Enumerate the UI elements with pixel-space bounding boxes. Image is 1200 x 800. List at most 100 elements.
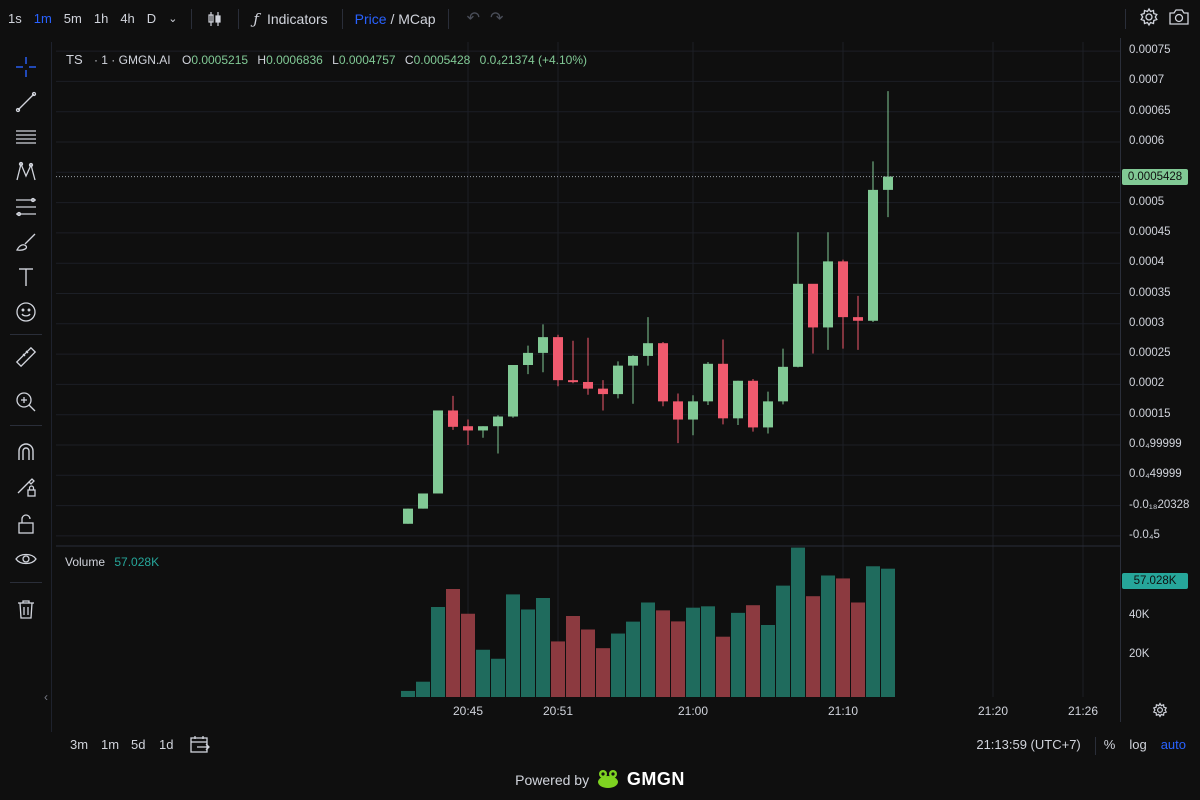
clock-timezone[interactable]: 21:13:59 (UTC+7) (976, 737, 1081, 752)
magnet-icon[interactable] (10, 437, 42, 467)
volume-label: Volume (65, 555, 106, 569)
emoji-icon[interactable] (10, 297, 42, 327)
tools-divider (10, 425, 42, 426)
volume-bar (656, 610, 670, 697)
price-tick: -0.0₄5 (1129, 528, 1160, 541)
ruler-icon[interactable] (10, 342, 42, 372)
candle-body (823, 261, 833, 328)
candlestick-chart[interactable] (56, 42, 1120, 722)
high-value: 0.0006836 (266, 53, 323, 67)
timeframe-dropdown-chevron-icon[interactable]: ⌄ (168, 13, 178, 25)
candle-body (703, 363, 713, 402)
range-1d[interactable]: 1d (159, 737, 174, 752)
price-mcap-separator: / (390, 11, 395, 27)
volume-bar (761, 625, 775, 697)
trash-icon[interactable] (10, 594, 42, 624)
time-tick: 21:26 (1067, 704, 1099, 718)
range-1m[interactable]: 1m (101, 737, 120, 752)
drawing-toolbar: ‹ (0, 42, 52, 732)
timeframe-4h[interactable]: 4h (120, 11, 135, 26)
settings-gear-icon[interactable] (1134, 7, 1164, 32)
candle-body (598, 388, 608, 395)
candle-body (478, 426, 488, 431)
candle-body (868, 189, 878, 321)
price-tick: 0.0005 (1129, 195, 1165, 208)
percent-scale-toggle[interactable]: % (1103, 737, 1116, 752)
calendar-icon[interactable] (188, 734, 212, 759)
candle-body (838, 261, 848, 318)
open-label: O (181, 53, 192, 67)
eye-icon[interactable] (10, 544, 42, 574)
price-mcap-toggle[interactable]: Price / MCap (351, 0, 440, 38)
volume-bar (521, 609, 535, 697)
chart-area[interactable]: TS · 1 · GMGN.AI O0.0005215 H0.0006836 L… (56, 42, 1120, 722)
change-value: 0.0₄21374 (+4.10%) (479, 53, 587, 67)
candle-body (883, 176, 893, 190)
close-value: 0.0005428 (413, 53, 471, 67)
toolbar-divider (1125, 9, 1126, 29)
volume-bar (701, 606, 715, 697)
timeframe-5m[interactable]: 5m (63, 11, 82, 26)
candle-body (403, 508, 413, 524)
low-value: 0.0004757 (338, 53, 396, 67)
toolbar-divider (447, 9, 449, 29)
frog-logo-icon (597, 770, 618, 788)
collapse-chevron-icon[interactable]: ‹ (44, 690, 48, 704)
price-tick: -0.0₁₈20328 (1129, 498, 1190, 511)
text-tool-icon[interactable] (10, 262, 42, 292)
fib-retracement-icon[interactable] (10, 192, 42, 222)
price-tick: 0.00015 (1129, 407, 1171, 420)
zoom-in-icon[interactable] (10, 387, 42, 417)
candles-icon (208, 12, 222, 26)
price-tick: 0.00025 (1129, 347, 1171, 360)
timeframe-d[interactable]: D (146, 11, 157, 26)
powered-by-label: Powered by (515, 772, 590, 788)
chart-type-button[interactable] (200, 10, 230, 28)
brush-icon[interactable] (10, 227, 42, 257)
ohlc-legend: TS · 1 · GMGN.AI O0.0005215 H0.0006836 L… (66, 52, 593, 67)
price-scale[interactable]: 0.00075 0.0007 0.00065 0.0006 0.0005 0.00045 0… (1120, 38, 1200, 722)
undo-icon[interactable]: ↶ (466, 10, 481, 27)
price-tick: 0.0004 (1129, 256, 1165, 269)
trend-line-icon[interactable] (10, 87, 42, 117)
range-5d[interactable]: 5d (131, 737, 146, 752)
high-label: H (257, 53, 267, 67)
symbol-label[interactable]: TS (66, 52, 83, 67)
auto-scale-toggle[interactable]: auto (1160, 737, 1186, 752)
camera-icon[interactable] (1164, 7, 1194, 32)
lock-drawings-icon[interactable] (10, 472, 42, 502)
candle-body (613, 365, 623, 395)
timeframe-1h[interactable]: 1h (93, 11, 109, 26)
volume-bar (446, 589, 460, 697)
price-tick: 0.0006 (1129, 135, 1165, 147)
pattern-icon[interactable] (10, 157, 42, 187)
volume-bar (851, 602, 865, 697)
timeframe-1s[interactable]: 1s (8, 11, 22, 26)
volume-bar (836, 578, 850, 697)
timeframe-1m[interactable]: 1m (33, 11, 52, 26)
volume-bar (431, 607, 445, 697)
current-price-label: 0.0005428 (1122, 168, 1188, 185)
axis-settings-gear-icon[interactable] (1152, 702, 1168, 722)
redo-icon[interactable]: ↷ (490, 10, 504, 27)
price-toggle[interactable]: Price (354, 11, 387, 27)
price-tick: 0.0₄49999 (1129, 468, 1182, 481)
volume-value: 57.028K (114, 555, 160, 569)
range-3m[interactable]: 3m (70, 737, 89, 752)
mcap-toggle[interactable]: MCap (398, 11, 436, 27)
time-axis[interactable]: 20:45 20:51 21:00 21:10 21:20 21:26 (56, 700, 1120, 722)
log-scale-toggle[interactable]: log (1129, 737, 1147, 752)
lock-icon[interactable] (10, 509, 42, 539)
price-tick: 0.00035 (1129, 286, 1171, 299)
volume-bar (491, 658, 505, 697)
crosshair-icon[interactable] (10, 52, 42, 82)
price-tick: 0.00075 (1129, 44, 1171, 57)
volume-bar (581, 629, 595, 697)
indicators-button[interactable]: ƒ Indicators (247, 0, 333, 38)
toolbar-divider (341, 9, 343, 29)
powered-by-footer: Powered by GMGN (0, 768, 1200, 790)
horizontal-lines-icon[interactable] (10, 122, 42, 152)
volume-bar (401, 690, 415, 697)
volume-bar (731, 612, 745, 697)
volume-bar (866, 566, 880, 697)
